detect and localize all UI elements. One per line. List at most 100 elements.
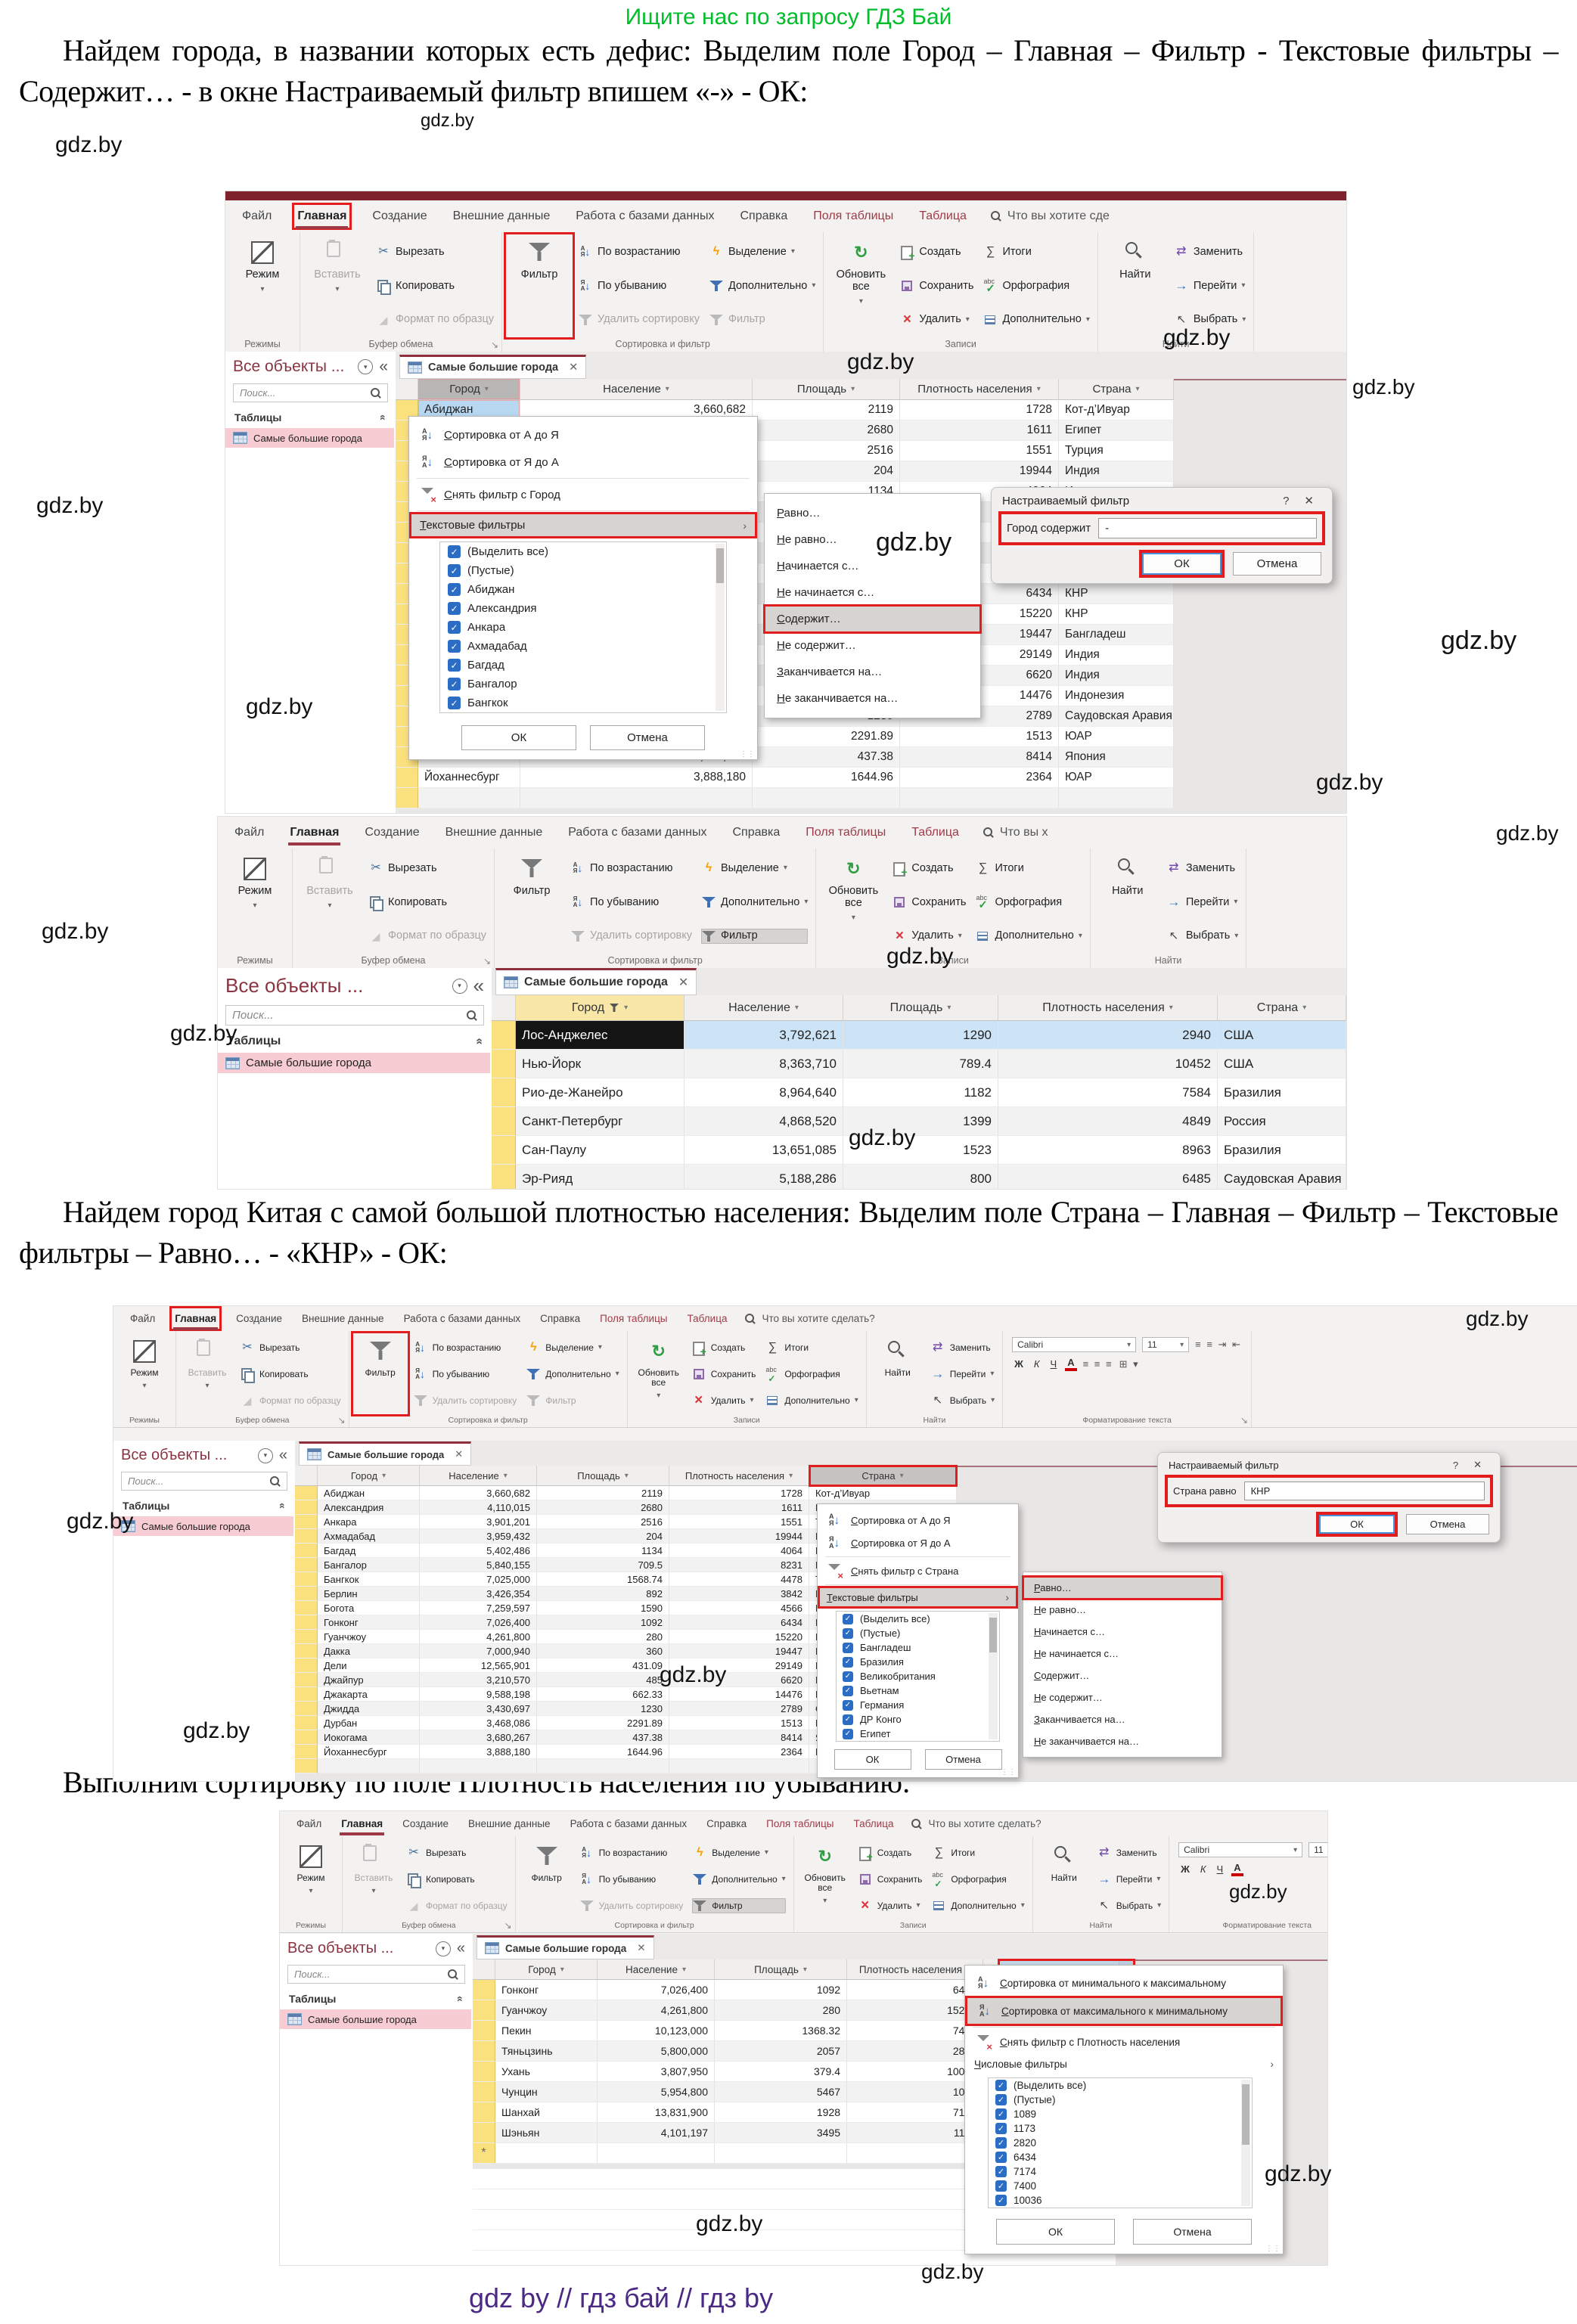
tell-me-search[interactable]: Что вы хотите сделать? bbox=[911, 1818, 1042, 1829]
checkbox-checked-icon[interactable] bbox=[448, 697, 461, 709]
row-selector[interactable] bbox=[295, 1658, 318, 1673]
ribbon-button-small[interactable]: Формат по образцу bbox=[368, 929, 486, 944]
column-dropdown-icon[interactable]: ▾ bbox=[484, 385, 489, 393]
cancel-button[interactable]: Отмена bbox=[1406, 1514, 1489, 1534]
column-header[interactable]: Население ▾ bbox=[598, 1959, 715, 1980]
tell-me-search[interactable]: Что вы хотите сделать? bbox=[745, 1313, 875, 1324]
checkbox-checked-icon[interactable] bbox=[448, 602, 461, 615]
checklist-item[interactable]: (Пустые) bbox=[440, 561, 726, 580]
ribbon-button-small[interactable]: Заменить bbox=[1174, 244, 1246, 259]
checklist-item[interactable]: Ахмадабад bbox=[440, 637, 726, 656]
ribbon-button-small[interactable]: Итоги bbox=[765, 1340, 858, 1355]
document-tab[interactable]: Самые большие города ✕ bbox=[399, 355, 587, 379]
column-header[interactable]: Город ▾ bbox=[318, 1466, 420, 1486]
column-dropdown-icon[interactable]: ▾ bbox=[503, 1471, 508, 1480]
column-dropdown-icon[interactable]: ▾ bbox=[382, 1471, 386, 1480]
ribbon-tab[interactable]: Справка bbox=[540, 1313, 581, 1324]
filter-value-input[interactable]: - bbox=[1098, 518, 1317, 538]
checkbox-checked-icon[interactable] bbox=[843, 1699, 853, 1711]
table-row[interactable] bbox=[396, 788, 1174, 808]
submenu-item[interactable]: Не содержит… bbox=[1034, 1692, 1103, 1703]
submenu-item[interactable]: Содержит… bbox=[763, 604, 982, 634]
font-name-select[interactable]: Calibri ▾ bbox=[1178, 1842, 1303, 1857]
column-header[interactable]: Площадь ▾ bbox=[753, 379, 900, 400]
column-header[interactable]: Население ▾ bbox=[420, 1466, 537, 1486]
ribbon-button-small[interactable]: Орфография bbox=[931, 1872, 1024, 1888]
underline-button[interactable]: Ч bbox=[1216, 1863, 1224, 1875]
cancel-button[interactable]: Отмена bbox=[1233, 552, 1321, 576]
ribbon-tab[interactable]: Главная bbox=[169, 1306, 222, 1331]
ribbon-button-small[interactable]: По возрастанию bbox=[570, 861, 692, 876]
ribbon-button-small[interactable]: Итоги bbox=[975, 861, 1082, 876]
scrollbar[interactable] bbox=[1241, 2080, 1250, 2206]
ribbon-tab[interactable]: Таблица bbox=[911, 826, 959, 839]
column-dropdown-icon[interactable]: ▾ bbox=[802, 1965, 807, 1974]
submenu-item[interactable]: Не начинается с… bbox=[1034, 1648, 1119, 1659]
ribbon-tab[interactable]: Внешние данные bbox=[452, 209, 551, 222]
dialog-launcher-icon[interactable]: ↘ bbox=[1240, 1415, 1248, 1426]
ribbon-tab[interactable]: Справка bbox=[732, 826, 781, 839]
checklist-item[interactable]: 1089 bbox=[989, 2107, 1252, 2121]
ribbon-button-large[interactable]: Вставить ▾ bbox=[346, 1838, 402, 1920]
ribbon-tab[interactable]: Работа с базами данных bbox=[570, 1818, 688, 1829]
checkbox-checked-icon[interactable] bbox=[995, 2137, 1007, 2149]
ribbon-tab[interactable]: Внешние данные bbox=[302, 1313, 384, 1324]
menu-item-text-filters[interactable]: Текстовые фильтры › bbox=[818, 1586, 1018, 1609]
ribbon-button-large[interactable]: Найти bbox=[870, 1333, 926, 1415]
ribbon-tab[interactable]: Файл bbox=[296, 1818, 322, 1829]
ribbon-button-small[interactable]: Орфография bbox=[975, 895, 1082, 911]
ribbon-button-small[interactable]: Итоги bbox=[931, 1845, 1024, 1860]
row-selector[interactable] bbox=[396, 768, 418, 788]
close-tab-icon[interactable]: ✕ bbox=[637, 1942, 646, 1953]
ribbon-button-large[interactable]: Фильтр bbox=[504, 232, 576, 340]
ribbon-button-small[interactable]: По убыванию bbox=[579, 1872, 684, 1887]
ribbon-button-large[interactable]: Обновить все ▾ bbox=[819, 850, 887, 954]
table-row[interactable]: Берлин 3,426,354 892 3842 Германия bbox=[295, 1587, 957, 1601]
checkbox-checked-icon[interactable] bbox=[995, 2123, 1007, 2134]
ribbon-button-small[interactable]: По убыванию bbox=[578, 278, 700, 293]
ok-button[interactable]: ОК bbox=[996, 2219, 1115, 2245]
checklist-item[interactable]: Вьетнам bbox=[837, 1683, 999, 1698]
ribbon-button-small[interactable]: Дополнительно ▾ bbox=[931, 1898, 1025, 1913]
table-row[interactable]: Нью-Йорк 8,363,710 789.4 10452 США bbox=[492, 1050, 1346, 1078]
ribbon-button-small[interactable]: Орфография bbox=[983, 278, 1089, 295]
ribbon-button-small[interactable]: Создать bbox=[691, 1340, 756, 1357]
ribbon-tab[interactable]: Работа с базами данных bbox=[576, 209, 715, 222]
column-dropdown-icon[interactable]: ▾ bbox=[1036, 385, 1041, 393]
row-selector[interactable] bbox=[492, 1136, 516, 1165]
row-selector[interactable] bbox=[295, 1716, 318, 1730]
row-selector[interactable] bbox=[492, 1165, 516, 1189]
table-row[interactable]: Йоханнесбург 3,888,180 1644.96 2364 ЮАР bbox=[396, 768, 1174, 788]
scrollbar[interactable] bbox=[716, 544, 725, 711]
ribbon-button-large[interactable]: Обновить все ▾ bbox=[631, 1333, 687, 1415]
ribbon-button-small[interactable]: Удалить сортировку bbox=[578, 312, 700, 327]
ribbon-button-small[interactable]: Выделение ▾ bbox=[701, 861, 808, 876]
ribbon-button-small[interactable]: Итоги bbox=[983, 244, 1089, 259]
collapse-section-icon[interactable]: « bbox=[473, 1038, 486, 1045]
ribbon-button-small[interactable]: Удалить ▾ bbox=[899, 312, 973, 327]
nav-table-item[interactable]: Самые большие города bbox=[113, 1516, 293, 1536]
column-header[interactable]: Площадь ▾ bbox=[843, 995, 998, 1021]
select-all-corner[interactable] bbox=[396, 379, 418, 400]
ribbon-button-small[interactable]: Дополнительно ▾ bbox=[692, 1872, 785, 1887]
column-dropdown-icon[interactable]: ▾ bbox=[624, 1004, 629, 1012]
nav-search-input[interactable]: Поиск... bbox=[225, 1005, 484, 1025]
table-row[interactable]: Абиджан 3,660,682 2119 1728 Кот-д’Ивуар bbox=[295, 1486, 957, 1500]
checklist-item[interactable]: (Пустые) bbox=[837, 1626, 999, 1640]
ribbon-tab[interactable]: Поля таблицы bbox=[813, 209, 894, 222]
checklist-item[interactable]: Великобритания bbox=[837, 1669, 999, 1683]
table-row[interactable]: Сан-Паулу 13,651,085 1523 8963 Бразилия bbox=[492, 1136, 1346, 1165]
select-all-corner[interactable] bbox=[473, 1959, 495, 1980]
table-row[interactable]: Санкт-Петербург 4,868,520 1399 4849 Росс… bbox=[492, 1107, 1346, 1136]
ribbon-button-small[interactable]: Сохранить bbox=[858, 1872, 922, 1887]
cancel-button[interactable]: Отмена bbox=[590, 725, 705, 750]
ribbon-button-small[interactable]: Дополнительно ▾ bbox=[765, 1393, 858, 1408]
ribbon-button-small[interactable]: Выбрать ▾ bbox=[930, 1393, 995, 1408]
dialog-launcher-icon[interactable]: ↘ bbox=[490, 340, 499, 350]
checkbox-checked-icon[interactable] bbox=[843, 1656, 853, 1668]
nav-menu-icon[interactable]: ▾ bbox=[435, 1941, 451, 1956]
checkbox-checked-icon[interactable] bbox=[995, 2108, 1007, 2120]
column-header[interactable]: Плотность населения ▾ bbox=[669, 1466, 809, 1486]
ribbon-button-small[interactable]: Создать bbox=[892, 861, 966, 877]
ribbon-tab[interactable]: Файл bbox=[242, 209, 272, 222]
